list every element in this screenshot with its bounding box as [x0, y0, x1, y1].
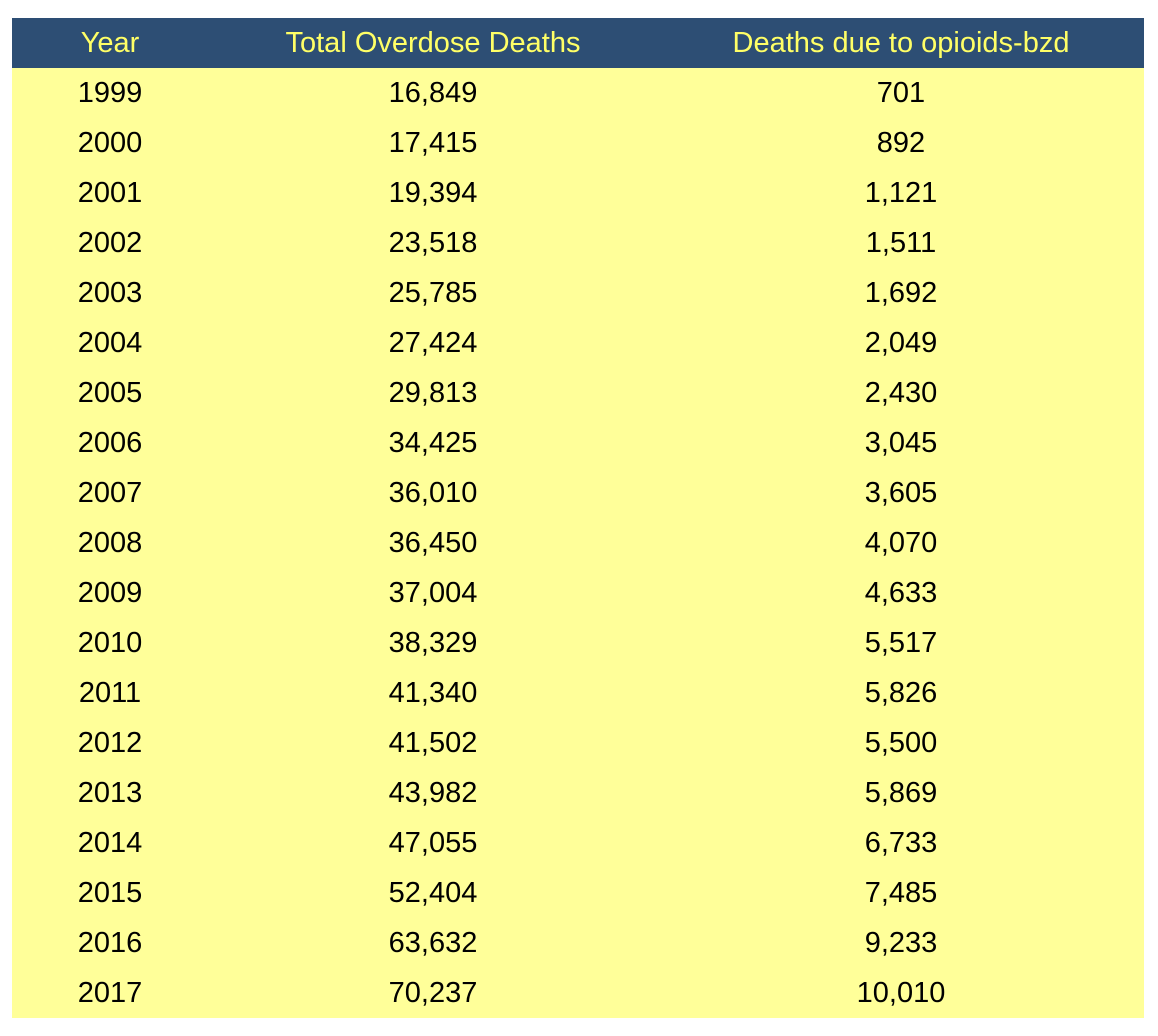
- table-row: 2006 34,425 3,045: [12, 418, 1144, 468]
- cell-total-overdose-deaths: 41,340: [388, 676, 478, 709]
- column-header-opioids-bzd-deaths: Deaths due to opioids-bzd: [732, 26, 1070, 59]
- cell-total-overdose-deaths: 52,404: [388, 876, 478, 909]
- cell-year: 2009: [77, 576, 143, 609]
- cell-opioids-bzd-deaths: 1,511: [865, 226, 937, 259]
- cell-opioids-bzd-deaths: 10,010: [856, 976, 946, 1009]
- cell-total-overdose-deaths: 17,415: [388, 126, 478, 159]
- table-row: 2007 36,010 3,605: [12, 468, 1144, 518]
- table-row: 2015 52,404 7,485: [12, 868, 1144, 918]
- cell-opioids-bzd-deaths: 5,826: [864, 676, 938, 709]
- table-row: 2011 41,340 5,826: [12, 668, 1144, 718]
- cell-total-overdose-deaths: 25,785: [388, 276, 478, 309]
- cell-opioids-bzd-deaths: 9,233: [864, 926, 938, 959]
- cell-opioids-bzd-deaths: 1,121: [864, 176, 938, 209]
- cell-total-overdose-deaths: 41,502: [388, 726, 478, 759]
- table-row: 2003 25,785 1,692: [12, 268, 1144, 318]
- cell-total-overdose-deaths: 37,004: [388, 576, 478, 609]
- cell-opioids-bzd-deaths: 2,430: [864, 376, 938, 409]
- table-row: 2004 27,424 2,049: [12, 318, 1144, 368]
- cell-opioids-bzd-deaths: 3,605: [864, 476, 938, 509]
- table-row: 2005 29,813 2,430: [12, 368, 1144, 418]
- table-row: 2012 41,502 5,500: [12, 718, 1144, 768]
- table-row: 2001 19,394 1,121: [12, 168, 1144, 218]
- cell-total-overdose-deaths: 23,518: [388, 226, 478, 259]
- cell-year: 2003: [77, 276, 143, 309]
- cell-year: 2015: [77, 876, 143, 909]
- table-row: 2009 37,004 4,633: [12, 568, 1144, 618]
- table-row: 2010 38,329 5,517: [12, 618, 1144, 668]
- cell-total-overdose-deaths: 38,329: [388, 626, 478, 659]
- cell-opioids-bzd-deaths: 6,733: [864, 826, 938, 859]
- table-header-row: Year Total Overdose Deaths Deaths due to…: [12, 18, 1144, 68]
- cell-year: 2016: [77, 926, 143, 959]
- cell-total-overdose-deaths: 27,424: [388, 326, 478, 359]
- cell-year: 2011: [78, 676, 142, 709]
- cell-year: 2002: [77, 226, 143, 259]
- cell-opioids-bzd-deaths: 5,517: [864, 626, 938, 659]
- cell-opioids-bzd-deaths: 2,049: [864, 326, 938, 359]
- cell-opioids-bzd-deaths: 892: [876, 126, 926, 159]
- cell-year: 2014: [77, 826, 143, 859]
- cell-total-overdose-deaths: 47,055: [388, 826, 478, 859]
- cell-opioids-bzd-deaths: 7,485: [864, 876, 938, 909]
- cell-year: 2008: [77, 526, 143, 559]
- cell-year: 2001: [77, 176, 143, 209]
- cell-year: 2007: [77, 476, 143, 509]
- table-row: 2008 36,450 4,070: [12, 518, 1144, 568]
- cell-total-overdose-deaths: 36,010: [388, 476, 478, 509]
- cell-total-overdose-deaths: 36,450: [388, 526, 478, 559]
- cell-total-overdose-deaths: 29,813: [388, 376, 478, 409]
- cell-opioids-bzd-deaths: 4,633: [864, 576, 938, 609]
- table-row: 1999 16,849 701: [12, 68, 1144, 118]
- overdose-deaths-table: Year Total Overdose Deaths Deaths due to…: [12, 18, 1144, 1018]
- cell-opioids-bzd-deaths: 4,070: [864, 526, 938, 559]
- cell-opioids-bzd-deaths: 3,045: [864, 426, 938, 459]
- cell-year: 2010: [77, 626, 143, 659]
- table-row: 2014 47,055 6,733: [12, 818, 1144, 868]
- table-row: 2017 70,237 10,010: [12, 968, 1144, 1018]
- cell-total-overdose-deaths: 19,394: [388, 176, 478, 209]
- table-row: 2002 23,518 1,511: [12, 218, 1144, 268]
- cell-year: 2013: [77, 776, 143, 809]
- cell-total-overdose-deaths: 70,237: [388, 976, 478, 1009]
- cell-total-overdose-deaths: 16,849: [388, 76, 478, 109]
- cell-year: 2017: [77, 976, 143, 1009]
- column-header-total-overdose-deaths: Total Overdose Deaths: [285, 26, 581, 59]
- cell-year: 2012: [77, 726, 143, 759]
- cell-year: 2000: [77, 126, 143, 159]
- cell-opioids-bzd-deaths: 701: [876, 76, 926, 109]
- cell-opioids-bzd-deaths: 5,500: [864, 726, 938, 759]
- cell-year: 2004: [77, 326, 143, 359]
- cell-total-overdose-deaths: 43,982: [388, 776, 478, 809]
- cell-year: 1999: [77, 76, 143, 109]
- table-body: 1999 16,849 701 2000 17,415 892 2001 19,394 1,12…: [12, 68, 1144, 1018]
- table-row: 2016 63,632 9,233: [12, 918, 1144, 968]
- cell-total-overdose-deaths: 63,632: [388, 926, 478, 959]
- cell-year: 2005: [77, 376, 143, 409]
- cell-opioids-bzd-deaths: 5,869: [864, 776, 938, 809]
- cell-opioids-bzd-deaths: 1,692: [864, 276, 938, 309]
- table-row: 2013 43,982 5,869: [12, 768, 1144, 818]
- cell-year: 2006: [77, 426, 143, 459]
- cell-total-overdose-deaths: 34,425: [388, 426, 478, 459]
- column-header-year: Year: [80, 26, 140, 59]
- table-row: 2000 17,415 892: [12, 118, 1144, 168]
